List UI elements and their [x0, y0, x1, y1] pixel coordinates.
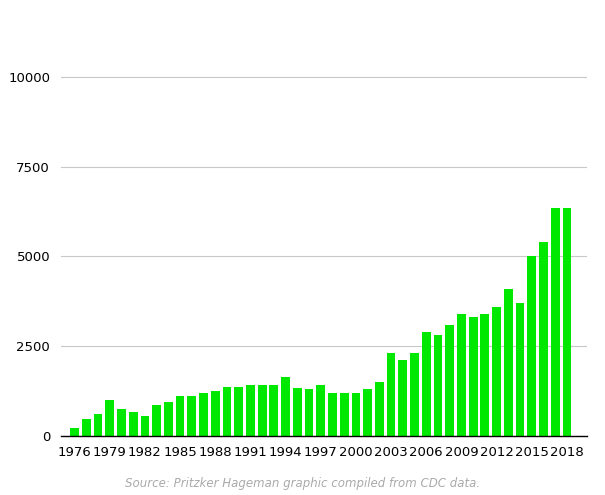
Bar [105, 400, 114, 436]
Bar [340, 393, 348, 436]
Bar [293, 388, 302, 436]
Bar [316, 386, 325, 436]
Bar [492, 306, 501, 436]
Bar [399, 360, 407, 436]
Bar [363, 389, 372, 436]
Bar [164, 401, 173, 436]
Bar [422, 332, 431, 436]
Bar [175, 396, 185, 436]
Bar [457, 314, 466, 436]
Text: Source: Pritzker Hageman graphic compiled from CDC data.: Source: Pritzker Hageman graphic compile… [125, 477, 480, 490]
Bar [539, 242, 548, 436]
Bar [528, 256, 536, 436]
Bar [188, 396, 196, 436]
Bar [258, 386, 267, 436]
Bar [199, 393, 208, 436]
Bar [445, 325, 454, 436]
Bar [375, 382, 384, 436]
Bar [504, 289, 512, 436]
Bar [140, 416, 149, 436]
Bar [234, 387, 243, 436]
Bar [469, 317, 477, 436]
Bar [211, 391, 220, 436]
Bar [305, 389, 313, 436]
Bar [82, 419, 91, 436]
Bar [515, 303, 525, 436]
Bar [434, 335, 442, 436]
Bar [117, 409, 126, 436]
Bar [223, 387, 231, 436]
Bar [563, 208, 571, 436]
Bar [551, 208, 560, 436]
Bar [246, 386, 255, 436]
Bar [129, 412, 137, 436]
Bar [352, 393, 361, 436]
Bar [387, 353, 396, 436]
Bar [94, 414, 102, 436]
Bar [269, 386, 278, 436]
Bar [410, 353, 419, 436]
Bar [328, 393, 337, 436]
Bar [70, 429, 79, 436]
Bar [281, 377, 290, 436]
Bar [152, 405, 161, 436]
Bar [480, 314, 489, 436]
